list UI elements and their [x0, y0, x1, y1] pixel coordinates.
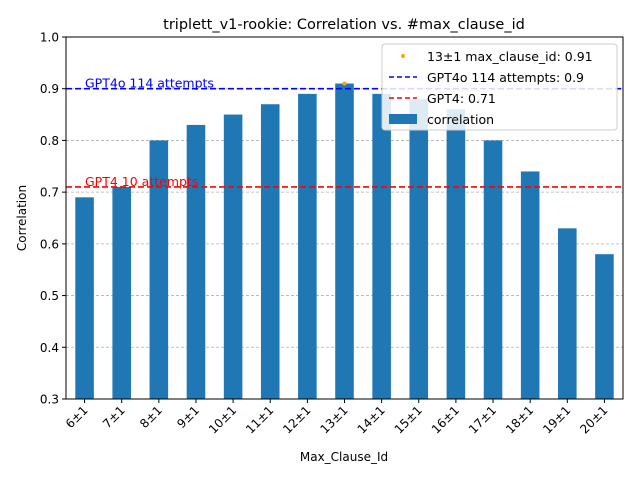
y-tick-label: 0.7: [40, 186, 59, 200]
reference-line-annotation: GPT4 10 attempts: [85, 174, 198, 189]
bar: [558, 228, 577, 399]
bars: [75, 83, 614, 400]
bar: [186, 124, 206, 400]
y-tick-label: 0.6: [40, 237, 59, 251]
legend: 13±1 max_clause_id: 0.91 GPT4o 114 attem…: [381, 43, 618, 131]
legend-marker-best-point: [401, 54, 405, 58]
y-axis-title: Correlation: [15, 185, 29, 251]
bar: [595, 254, 614, 399]
bar: [260, 104, 280, 399]
legend-label-best-point: 13±1 max_clause_id: 0.91: [427, 49, 593, 64]
bar: [149, 140, 169, 399]
bar: [409, 99, 429, 400]
bar: [75, 197, 94, 399]
legend-label-gpt4: GPT4: 0.71: [427, 91, 496, 106]
chart-title: triplett_v1-rookie: Correlation vs. #max…: [163, 17, 525, 33]
bar: [520, 171, 540, 399]
x-axis-title: Max_Clause_Id: [300, 450, 388, 464]
y-tick-label: 0.3: [40, 393, 59, 407]
legend-box: [381, 43, 618, 131]
y-tick-label: 0.9: [40, 82, 59, 96]
y-tick-label: 0.8: [40, 134, 59, 148]
bar: [112, 186, 131, 399]
bar: [372, 93, 391, 399]
bar: [483, 140, 503, 399]
bar: [223, 114, 243, 400]
legend-label-gpt4o: GPT4o 114 attempts: 0.9: [427, 70, 584, 85]
y-tick-label: 1.0: [40, 31, 59, 45]
reference-line-annotation: GPT4o 114 attempts: [85, 76, 214, 91]
bar: [298, 93, 317, 399]
bar: [335, 83, 354, 400]
y-tick-label: 0.4: [40, 341, 59, 355]
legend-label-correlation: correlation: [427, 112, 494, 127]
bar: [446, 109, 466, 400]
legend-marker-correlation-bar: [389, 114, 417, 124]
y-tick-label: 0.5: [40, 289, 59, 303]
best-point-marker: [342, 81, 347, 86]
y-axis-ticks: 0.3 0.4 0.5 0.6 0.7 0.8 0.9 1.0: [40, 31, 66, 407]
